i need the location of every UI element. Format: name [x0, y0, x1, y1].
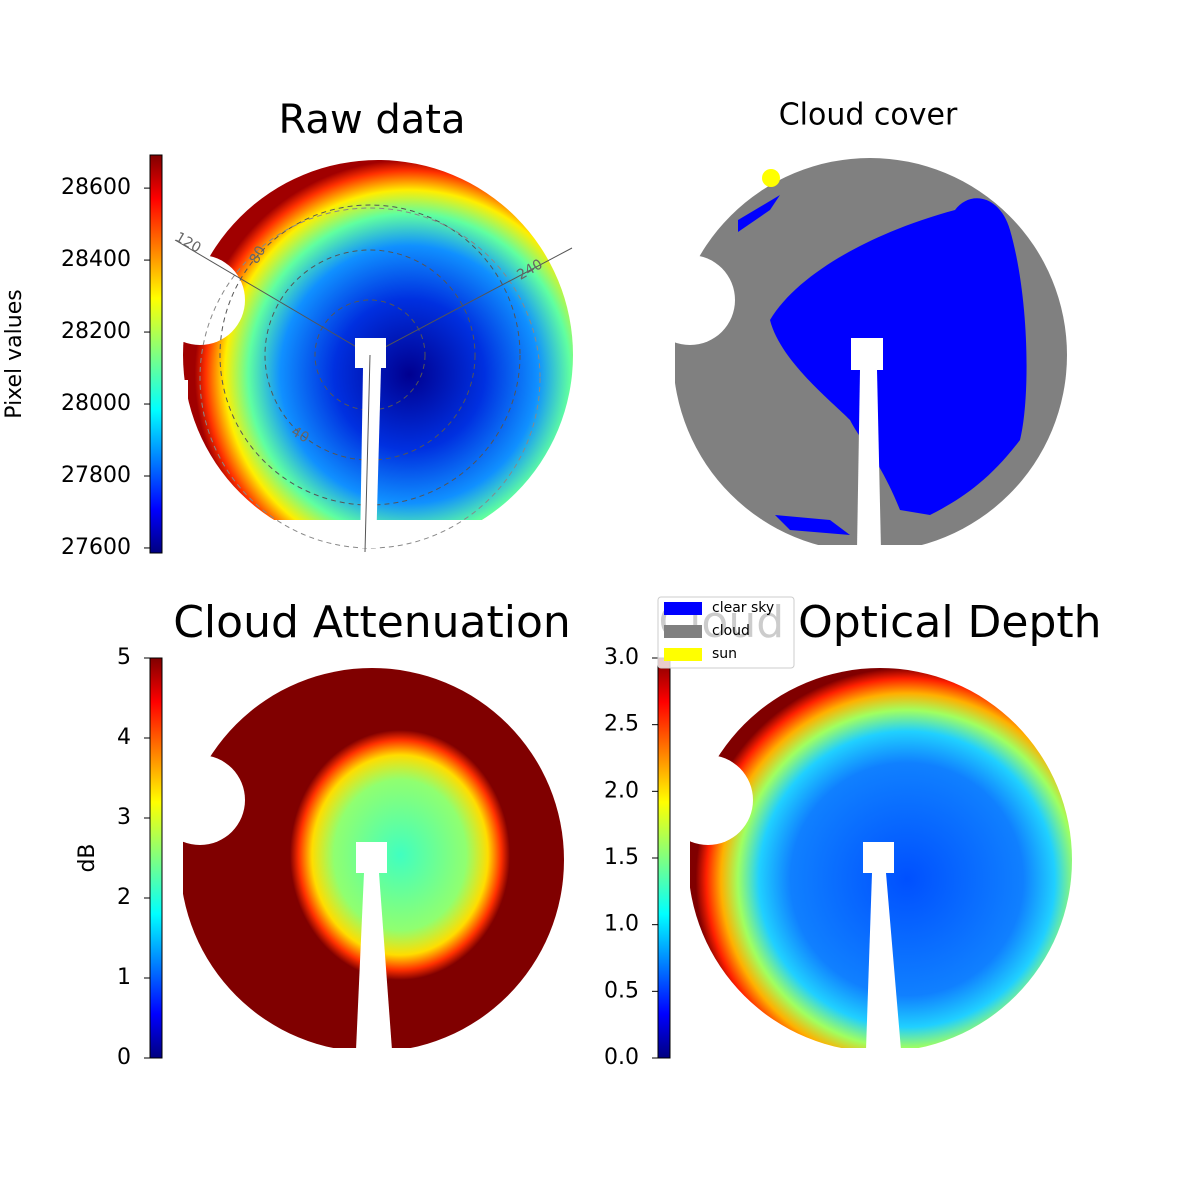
legend-label: sun — [712, 646, 737, 662]
legend-swatch — [664, 648, 702, 661]
colorbar — [657, 657, 671, 1059]
colorbar-label: Pixel values — [2, 289, 27, 418]
cloud-cover-image — [640, 158, 1080, 585]
tick-label: 1.5 — [604, 845, 639, 870]
tick-label: 5 — [117, 645, 131, 670]
tick-label: 4 — [117, 725, 131, 750]
panel-title: Raw data — [279, 97, 466, 143]
tick-label: 0.5 — [604, 978, 639, 1003]
legend-label: cloud — [712, 623, 750, 639]
tick-label: 2.0 — [604, 778, 639, 803]
colorbar-label: dB — [75, 843, 100, 872]
tick-label: 3.0 — [604, 645, 639, 670]
tick-label: 2 — [117, 885, 131, 910]
tick-label: 27800 — [61, 463, 131, 488]
polar-label: 80 — [247, 243, 270, 266]
tick-label: 3 — [117, 805, 131, 830]
tick-label: 28600 — [61, 175, 131, 200]
tick-label: 28000 — [61, 391, 131, 416]
tick-label: 2.5 — [604, 712, 639, 737]
colorbar — [149, 154, 163, 554]
attenuation-image — [150, 668, 600, 1088]
optical-depth-image — [660, 668, 1110, 1088]
tick-label: 28200 — [61, 319, 131, 344]
panel-title: Cloud cover — [779, 98, 958, 133]
legend-swatch — [664, 625, 702, 638]
tick-label: 1.0 — [604, 912, 639, 937]
polar-label: 40 — [288, 424, 311, 447]
tick-label: 27600 — [61, 535, 131, 560]
raw-image — [150, 160, 580, 580]
legend-label: clear sky — [712, 600, 774, 616]
polar-label: 120 — [172, 229, 203, 256]
tick-label: 0.0 — [604, 1045, 639, 1070]
tick-label: 1 — [117, 965, 131, 990]
colorbar — [149, 657, 163, 1059]
tick-label: 0 — [117, 1045, 131, 1070]
panel-title: Cloud Attenuation — [173, 597, 571, 648]
tick-label: 28400 — [61, 247, 131, 272]
legend-swatch — [664, 602, 702, 615]
